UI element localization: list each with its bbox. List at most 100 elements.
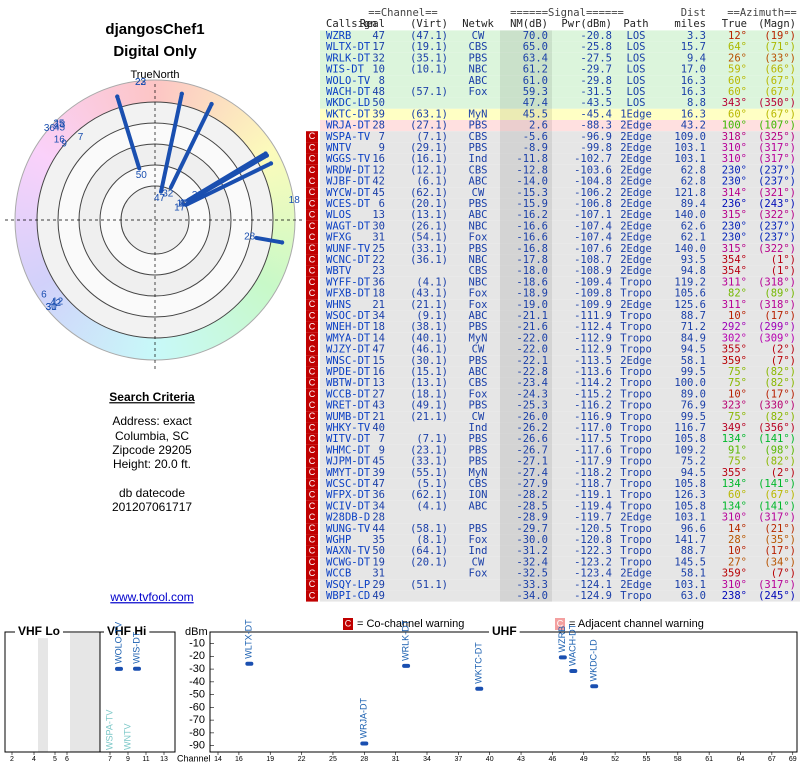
cell: 2Edge xyxy=(620,265,652,277)
warning-mark: C xyxy=(309,467,316,477)
cell: (317°) xyxy=(758,142,796,154)
cell: 310° xyxy=(722,142,747,154)
cell: 343° xyxy=(722,97,747,109)
station-channel: 48 xyxy=(179,198,191,209)
cell: -119.1 xyxy=(574,489,612,501)
criteria-line: Columbia, SC xyxy=(115,429,189,443)
cell: PBS xyxy=(469,444,488,456)
cell: (309°) xyxy=(758,332,796,344)
cell: 19 xyxy=(372,556,385,568)
column-header: NM(dB) xyxy=(510,18,548,30)
cell: 71.2 xyxy=(681,321,706,333)
station-label-below-range: WSPA-TV xyxy=(104,710,114,750)
row-background xyxy=(320,545,800,557)
cell: CBS xyxy=(469,377,488,389)
cell: PBS xyxy=(469,456,488,468)
signal-bar xyxy=(558,655,567,660)
cell: MyN xyxy=(469,467,488,479)
cell: (82°) xyxy=(764,366,796,378)
warning-box xyxy=(306,489,318,501)
cell: 60° xyxy=(728,75,747,87)
row-background xyxy=(320,30,800,42)
y-tick-label: -10 xyxy=(189,637,205,649)
cell: Ind xyxy=(469,545,488,557)
cell: -11.8 xyxy=(516,153,548,165)
cell: -124.1 xyxy=(574,579,612,591)
cell: 2Edge xyxy=(620,164,652,176)
cell: (62.1) xyxy=(410,187,448,199)
callsign: WNEH-DT xyxy=(326,321,371,333)
cell: 13 xyxy=(372,377,385,389)
cell: -8.9 xyxy=(523,142,548,154)
cell: (55.1) xyxy=(410,467,448,479)
cell: -28.2 xyxy=(516,489,548,501)
cell: (33.1) xyxy=(410,243,448,255)
cell: Tropo xyxy=(620,444,652,456)
cell: -24.3 xyxy=(516,388,548,400)
station-label: WIS-DT xyxy=(131,631,141,663)
cell: NBC xyxy=(469,220,488,232)
cell: (62.1) xyxy=(410,489,448,501)
row-background xyxy=(320,400,800,412)
column-header: (Magn) xyxy=(758,18,796,30)
x-tick-label: 52 xyxy=(611,756,619,763)
cell: 9 xyxy=(379,142,385,154)
cell: (318°) xyxy=(758,299,796,311)
cell: (67°) xyxy=(764,75,796,87)
callsign: WAXN-TV xyxy=(326,545,371,557)
row-background xyxy=(320,198,800,210)
cell: PBS xyxy=(469,52,488,64)
criteria-line: Height: 20.0 ft. xyxy=(113,457,191,471)
cell: 47.4 xyxy=(523,97,548,109)
warning-box xyxy=(306,388,318,400)
cell: -16.8 xyxy=(516,243,548,255)
callsign: WYCW-DT xyxy=(326,187,371,199)
cell: 35 xyxy=(372,534,385,546)
cell: 230° xyxy=(722,220,747,232)
group-header: ==Azimuth== xyxy=(727,7,797,19)
callsign: WSPA-TV xyxy=(326,131,371,143)
warning-mark: C xyxy=(309,546,316,556)
warning-box xyxy=(306,512,318,524)
cell: -15.9 xyxy=(516,198,548,210)
cell: (67°) xyxy=(764,108,796,120)
cell: -18.6 xyxy=(516,276,548,288)
cell: Tropo xyxy=(620,388,652,400)
criteria-title: Search Criteria xyxy=(109,390,195,404)
warning-box xyxy=(306,142,318,154)
cell: (26.1) xyxy=(410,220,448,232)
cell: Tropo xyxy=(620,489,652,501)
cell: -124.9 xyxy=(574,590,612,602)
cell: 75° xyxy=(728,366,747,378)
cell: (1°) xyxy=(771,254,796,266)
callsign: WPDE-DT xyxy=(326,366,371,378)
cell: Fox xyxy=(469,86,488,98)
cell: Tropo xyxy=(620,288,652,300)
cell: 16 xyxy=(372,153,385,165)
cell: PBS xyxy=(469,321,488,333)
cell: -122.3 xyxy=(574,545,612,557)
cell: 27 xyxy=(372,388,385,400)
cell: 2Edge xyxy=(620,355,652,367)
cell: (47.1) xyxy=(410,30,448,42)
warning-box xyxy=(306,131,318,143)
cell: (5.1) xyxy=(416,478,448,490)
station-label-below-range: WNTV xyxy=(122,724,132,751)
cell: 89.4 xyxy=(681,198,706,210)
cell: NBC xyxy=(469,276,488,288)
column-header: Callsign xyxy=(326,18,377,30)
site-link[interactable]: www.tvfool.com xyxy=(109,590,193,604)
cell: (237°) xyxy=(758,176,796,188)
cell: -30.0 xyxy=(516,534,548,546)
cell: -27.1 xyxy=(516,456,548,468)
signal-bar xyxy=(569,669,578,674)
cell: (6.1) xyxy=(416,176,448,188)
cell: -32.4 xyxy=(516,556,548,568)
cell: -123.2 xyxy=(574,556,612,568)
cell: (141°) xyxy=(758,478,796,490)
warning-box xyxy=(306,456,318,468)
cell: -27.4 xyxy=(516,467,548,479)
warning-box xyxy=(306,243,318,255)
row-background xyxy=(320,288,800,300)
warning-box xyxy=(306,355,318,367)
